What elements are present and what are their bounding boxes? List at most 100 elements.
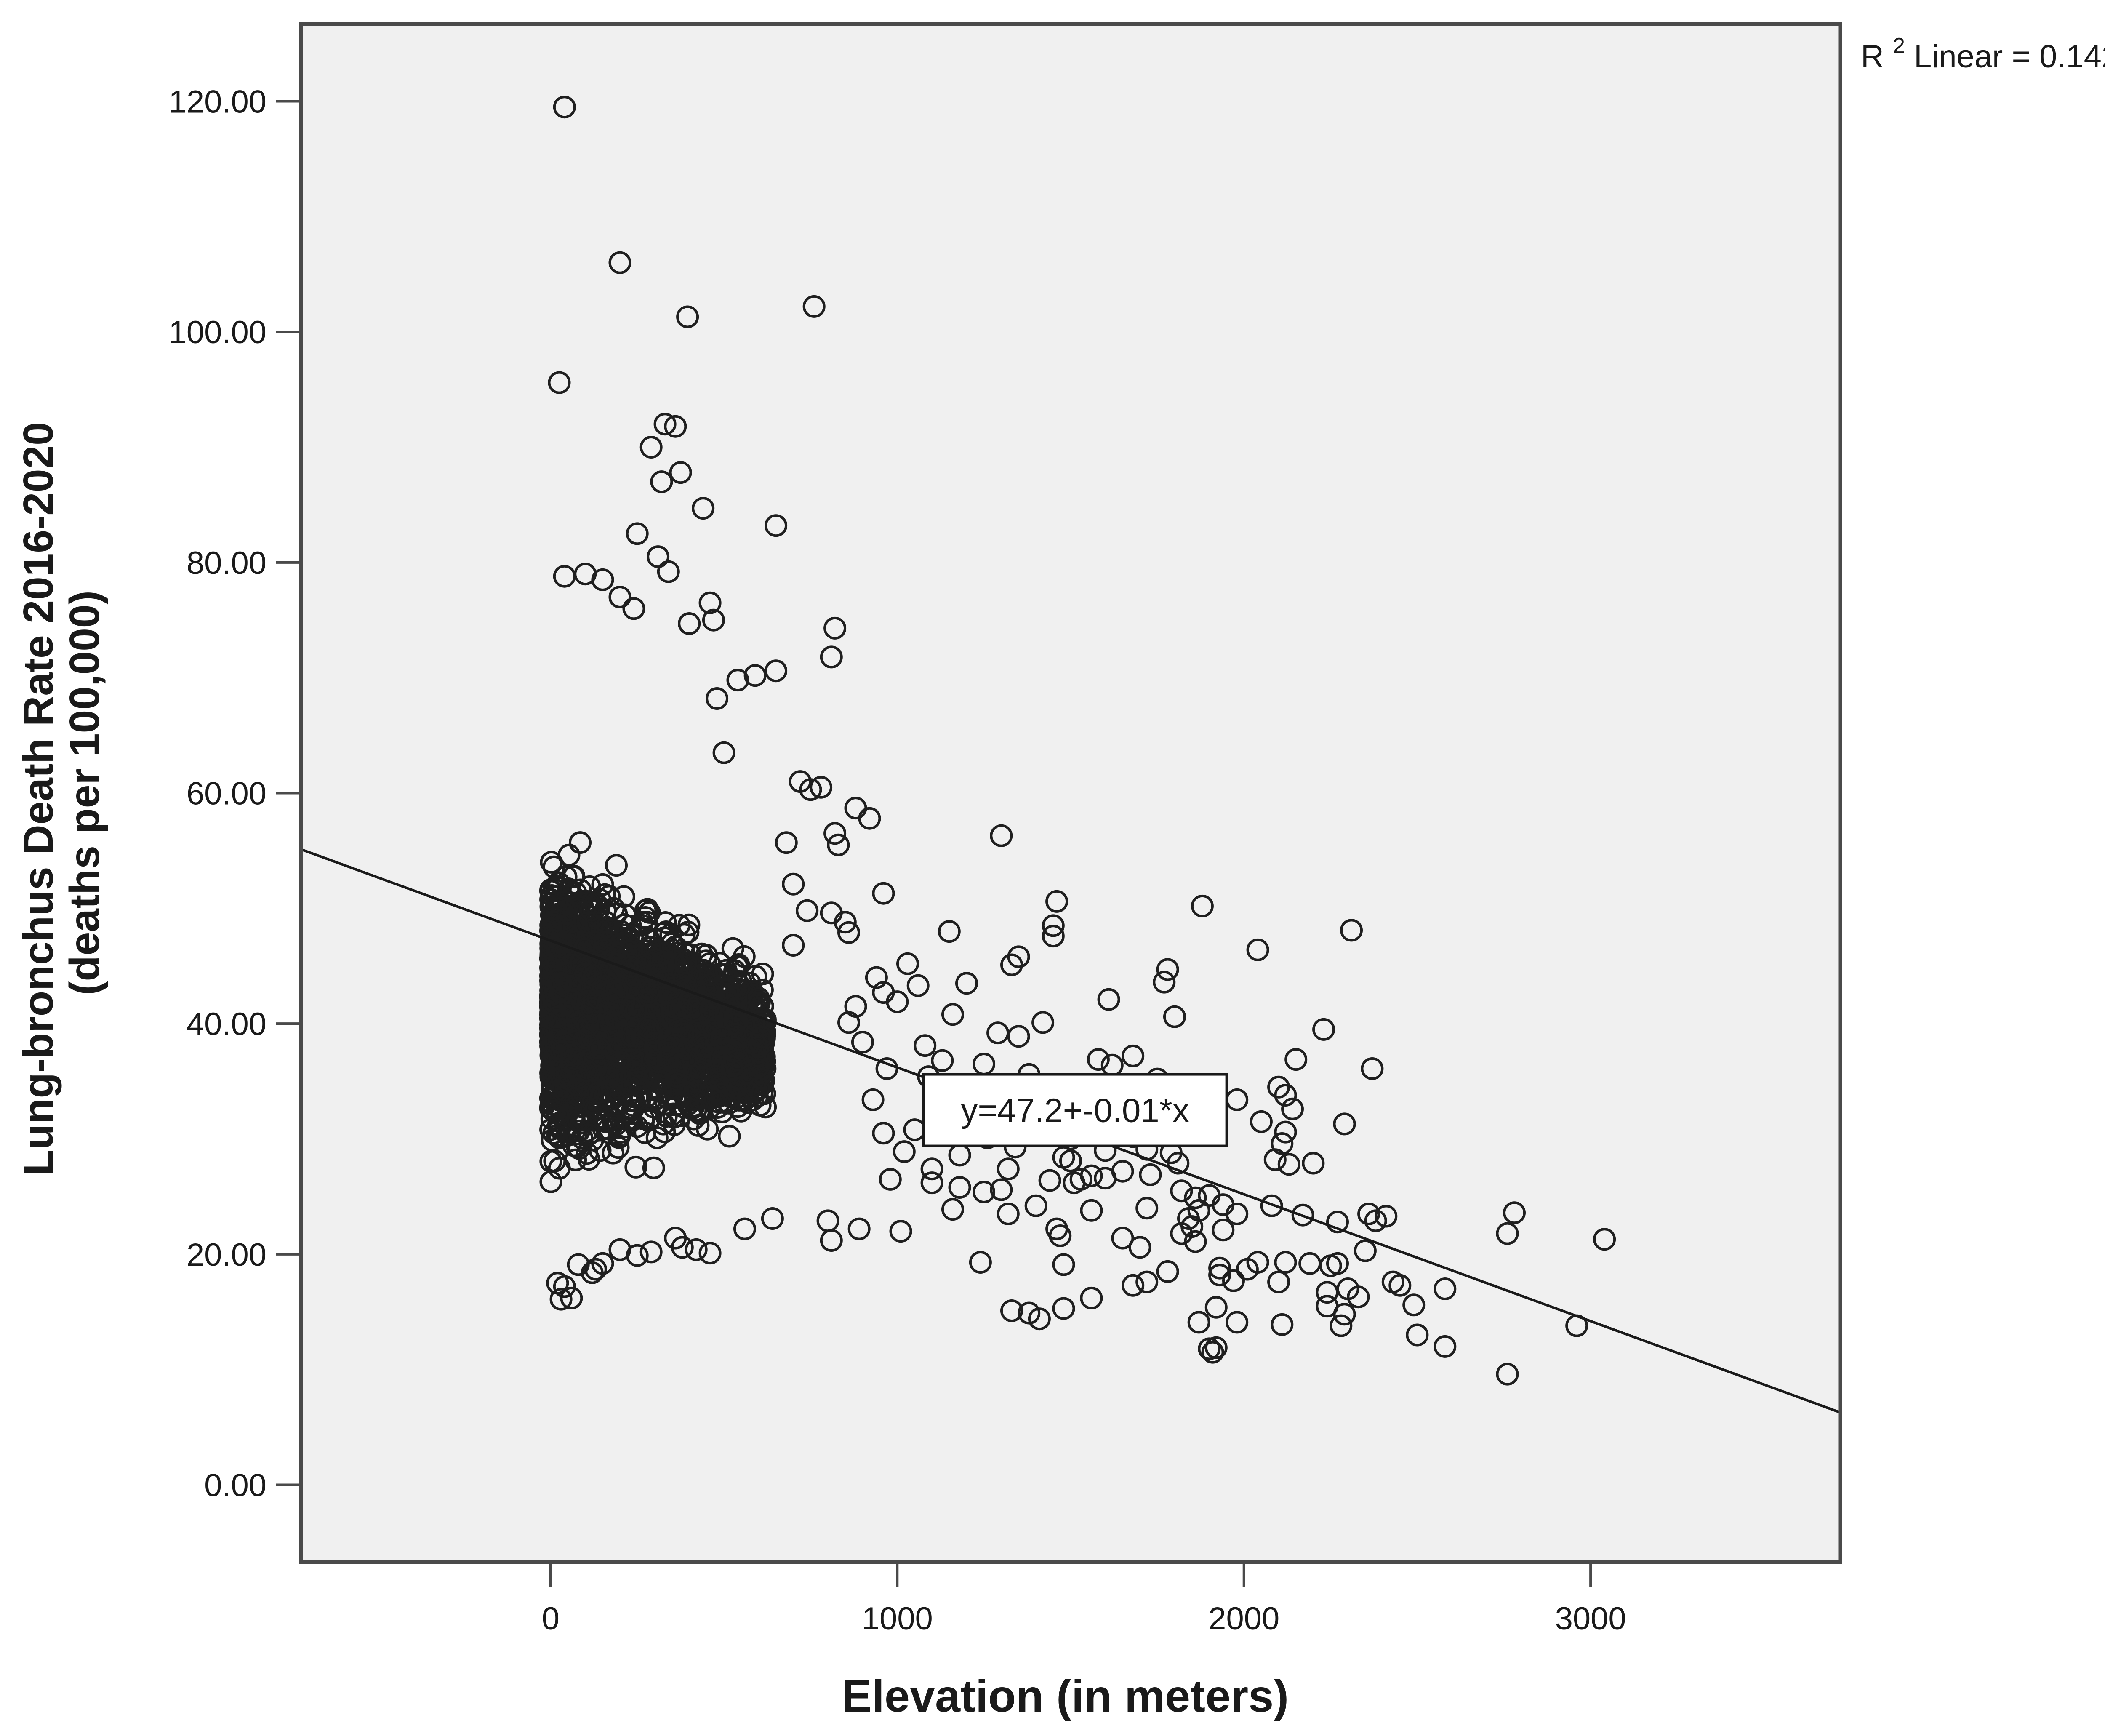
data-point — [1291, 1203, 1314, 1227]
x-tick-label: 2000 — [1208, 1601, 1279, 1637]
data-point — [1042, 925, 1065, 948]
data-point — [1326, 1211, 1349, 1234]
data-point — [593, 930, 616, 953]
data-point — [1364, 1209, 1387, 1232]
data-point — [689, 1061, 712, 1084]
data-point — [714, 959, 738, 982]
data-point — [1031, 1011, 1055, 1034]
data-point — [702, 608, 725, 632]
data-point — [657, 560, 680, 583]
data-point — [997, 1203, 1020, 1225]
data-point — [1208, 1256, 1231, 1280]
data-point — [1250, 1110, 1273, 1133]
data-point — [542, 877, 565, 901]
data-point — [605, 981, 629, 1004]
data-point — [906, 974, 930, 997]
data-point — [1170, 1179, 1193, 1203]
y-axis-label: Lung-bronchus Death Rate 2016-2020 (deat… — [15, 410, 108, 1175]
data-point — [1361, 1057, 1384, 1080]
data-point — [747, 1054, 770, 1077]
data-point — [1246, 938, 1269, 961]
data-point — [1388, 1274, 1412, 1297]
data-point — [540, 1107, 563, 1131]
data-point — [1028, 1307, 1051, 1331]
data-point — [1281, 1097, 1304, 1120]
data-point — [656, 1045, 679, 1068]
fit-equation-label: y=47.2+-0.01*x — [961, 1092, 1189, 1129]
data-point — [675, 1065, 698, 1088]
data-point — [879, 1168, 902, 1191]
data-point — [603, 977, 626, 1000]
data-point — [580, 997, 603, 1020]
data-point — [577, 1014, 600, 1037]
data-point — [941, 1003, 964, 1026]
data-point — [584, 1258, 607, 1281]
x-tick-label: 3000 — [1555, 1601, 1626, 1637]
data-point — [1330, 1314, 1353, 1337]
data-point — [688, 1102, 711, 1125]
data-point — [1052, 1253, 1075, 1276]
data-point — [1226, 1311, 1249, 1334]
data-point — [1111, 1227, 1134, 1250]
data-point — [865, 966, 888, 989]
r-squared-base: R — [1861, 39, 1884, 75]
data-point — [634, 1121, 657, 1144]
data-point — [676, 305, 699, 328]
data-point — [564, 881, 587, 904]
data-point — [1042, 914, 1065, 937]
data-point — [751, 1082, 774, 1105]
data-point — [548, 939, 571, 961]
data-point — [710, 1026, 733, 1048]
data-point — [605, 854, 628, 877]
data-point — [914, 1034, 937, 1057]
fit-label-box — [922, 1073, 1228, 1147]
data-point — [997, 1157, 1020, 1181]
x-tick-label: 1000 — [862, 1601, 933, 1637]
data-point — [612, 995, 635, 1019]
x-axis-label: Elevation (in meters) — [842, 1670, 1289, 1721]
data-point — [564, 1148, 587, 1171]
data-point — [545, 1006, 568, 1029]
data-point — [608, 1126, 631, 1149]
data-point — [1156, 958, 1179, 981]
data-point — [639, 1240, 663, 1264]
y-tick-label: 60.00 — [187, 776, 266, 812]
data-point — [574, 962, 597, 985]
data-point — [1284, 1048, 1308, 1071]
data-point — [990, 824, 1013, 847]
data-point — [550, 1041, 573, 1064]
data-point — [706, 1058, 728, 1081]
data-point — [1000, 1299, 1023, 1322]
data-point — [678, 612, 701, 635]
data-point — [653, 413, 677, 436]
data-point — [597, 1035, 621, 1059]
data-point — [626, 522, 649, 545]
data-point — [1167, 1152, 1190, 1175]
data-point — [1312, 1018, 1335, 1041]
data-point — [540, 917, 563, 940]
data-point — [722, 1040, 745, 1063]
data-point — [569, 831, 592, 854]
data-point — [577, 1148, 600, 1171]
data-point — [647, 975, 671, 998]
y-tick-label: 80.00 — [187, 545, 266, 581]
data-point — [1434, 1335, 1457, 1358]
data-point — [540, 851, 563, 874]
x-axis: 0 1000 2000 3000 — [542, 1562, 1626, 1637]
data-point — [662, 1102, 685, 1125]
data-point — [677, 913, 701, 936]
data-point — [1406, 1323, 1429, 1347]
data-point — [642, 1156, 665, 1179]
data-point — [1087, 1048, 1110, 1071]
data-point — [1267, 1075, 1290, 1099]
data-point — [663, 1077, 686, 1100]
data-point — [1274, 1084, 1297, 1107]
data-point — [1208, 1264, 1231, 1287]
data-point — [550, 1066, 573, 1089]
data-point — [698, 963, 722, 987]
data-point — [733, 1217, 756, 1240]
data-point — [565, 1135, 589, 1158]
data-point — [607, 1136, 630, 1159]
data-point — [654, 911, 677, 934]
